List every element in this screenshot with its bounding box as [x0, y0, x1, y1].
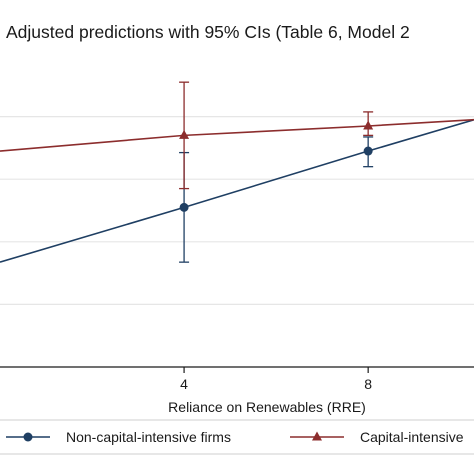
data-point	[179, 202, 189, 212]
x-tick-label: 8	[364, 376, 372, 392]
series-line	[0, 118, 474, 152]
data-point	[363, 146, 373, 156]
series-markers	[179, 120, 374, 212]
gridlines	[0, 115, 474, 305]
legend-marker	[23, 432, 33, 442]
x-tick-label: 4	[180, 376, 188, 392]
legend: Non-capital-intensive firms Capital-inten…	[0, 419, 474, 455]
series-lines	[0, 118, 474, 263]
data-point	[363, 120, 374, 130]
data-point	[179, 129, 190, 139]
plot-background	[0, 54, 474, 367]
x-axis-title: Reliance on Renewables (RRE)	[168, 399, 366, 415]
legend-label: Capital-intensive	[360, 429, 464, 445]
legend-marker	[312, 431, 322, 441]
legend-label: Non-capital-intensive firms	[66, 429, 231, 445]
series-line	[0, 118, 474, 263]
chart-title: Adjusted predictions with 95% CIs (Table…	[6, 22, 410, 42]
